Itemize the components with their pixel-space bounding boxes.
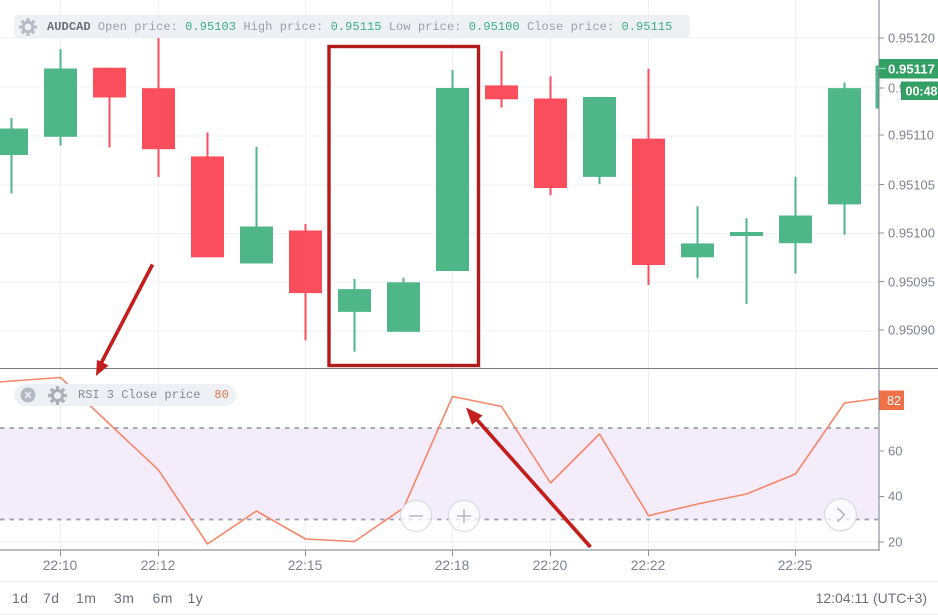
svg-text:0.95117: 0.95117 [888, 62, 935, 77]
svg-text:00:48: 00:48 [906, 84, 938, 98]
svg-text:82: 82 [887, 394, 901, 408]
